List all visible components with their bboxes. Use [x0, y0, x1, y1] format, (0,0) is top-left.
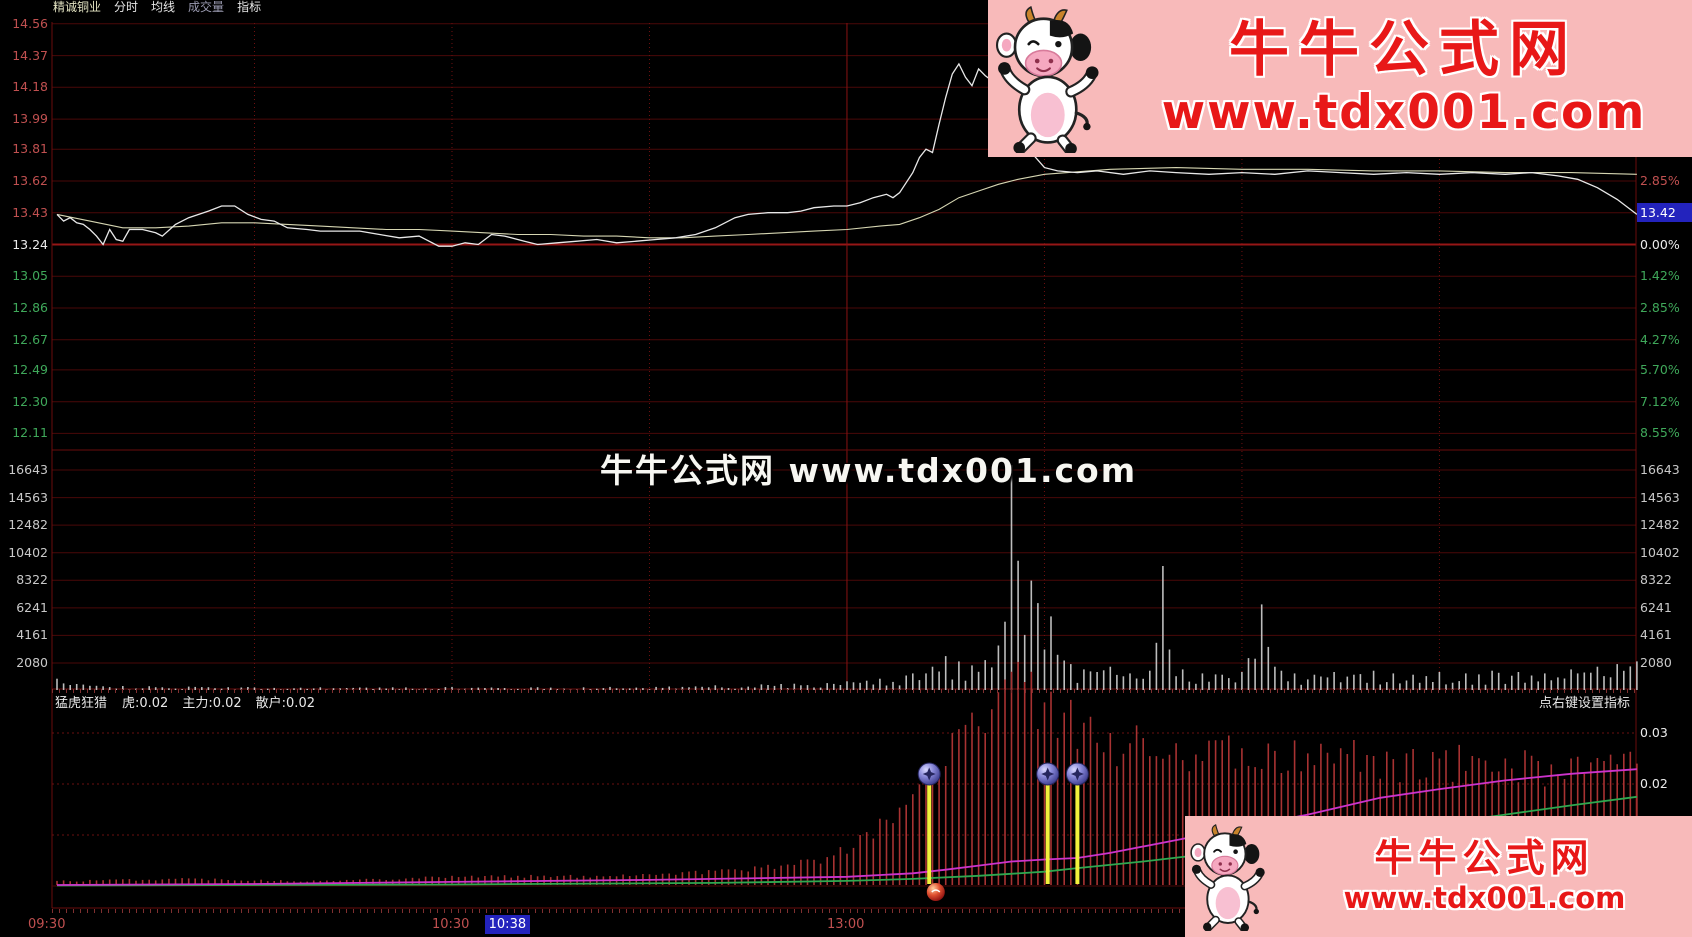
menu-item-minute-chart[interactable]: 分时	[114, 0, 139, 14]
time-axis-label: 13:00	[826, 917, 865, 932]
indicator-param: 虎:0.02	[122, 696, 169, 711]
time-axis-label: 10:30	[431, 917, 470, 932]
percent-axis-label: 5.70%	[1640, 362, 1680, 377]
banner-site-name: 牛牛公式网	[1229, 15, 1579, 86]
price-axis-label: 14.56	[12, 16, 48, 31]
volume-axis-label: 2080	[1640, 655, 1672, 670]
price-axis-label: 14.18	[12, 79, 48, 94]
volume-axis-label: 10402	[1640, 545, 1680, 560]
menu-item-indicator[interactable]: 指标	[237, 0, 262, 14]
volume-axis-label: 12482	[1640, 517, 1680, 532]
indicator-header[interactable]: 猛虎狂猎 虎:0.02 主力:0.02 散户:0.02 点右键设置指标	[0, 694, 1692, 713]
price-axis-label: 12.11	[12, 425, 48, 440]
volume-axis-label: 16643	[8, 462, 48, 477]
banner-site-url: www.tdx001.com	[1343, 881, 1626, 916]
percent-axis-label: 2.85%	[1640, 173, 1680, 188]
cow-mascot-icon	[988, 5, 1116, 153]
volume-axis-label: 2080	[16, 655, 48, 670]
percent-axis-label: 7.12%	[1640, 394, 1680, 409]
time-axis-label: 09:30	[28, 917, 66, 932]
time-axis: 09:30 10:30 10:38 13:00	[0, 913, 1692, 937]
indicator-hint: 点右键设置指标	[1538, 696, 1630, 711]
price-axis-label: 13.43	[12, 205, 48, 220]
indicator-param: 主力:0.02	[182, 696, 242, 711]
percent-axis-label: 4.27%	[1640, 332, 1680, 347]
banner-site-url: www.tdx001.com	[1161, 85, 1647, 141]
percent-axis-label: 8.55%	[1640, 425, 1680, 440]
stock-name: 精诚铜业	[53, 0, 102, 14]
center-watermark-text: 牛牛公式网 www.tdx001.com	[600, 451, 1138, 490]
percent-axis-label: 0.00%	[1640, 237, 1680, 252]
watermark-banner-top: 牛牛公式网 www.tdx001.com	[988, 0, 1692, 157]
price-axis-label: 14.37	[12, 48, 48, 63]
menu-item-average-line[interactable]: 均线	[151, 0, 176, 14]
menu-item-volume[interactable]: 成交量	[188, 0, 225, 14]
volume-axis-label: 6241	[16, 600, 48, 615]
volume-axis-label: 4161	[16, 627, 48, 642]
price-axis-label: 12.49	[12, 362, 48, 377]
price-axis-label: 12.30	[12, 394, 48, 409]
price-axis-label: 13.99	[12, 111, 48, 126]
volume-axis-label: 14563	[1640, 490, 1680, 505]
time-axis-ruler	[52, 909, 1636, 913]
price-axis-label: 13.05	[12, 268, 48, 283]
current-price-tag: 13.42	[1637, 203, 1692, 222]
volume-axis-label: 10402	[8, 545, 48, 560]
volume-axis-label: 12482	[8, 517, 48, 532]
indicator-axis-label: 0.03	[1640, 725, 1668, 740]
cow-mascot-icon	[1185, 823, 1277, 931]
indicator-title: 猛虎狂猎	[55, 696, 108, 711]
percent-axis-label: 1.42%	[1640, 268, 1680, 283]
volume-axis-label: 14563	[8, 490, 48, 505]
volume-axis-label: 16643	[1640, 462, 1680, 477]
price-axis-label: 12.86	[12, 300, 48, 315]
menu-bar: 精诚铜业 分时 均线 成交量 指标	[53, 0, 261, 14]
percent-axis-label: 2.85%	[1640, 300, 1680, 315]
price-axis-label: 13.24	[12, 237, 48, 252]
volume-axis-label: 4161	[1640, 627, 1672, 642]
indicator-params: 虎:0.02 主力:0.02 散户:0.02	[122, 694, 315, 713]
price-axis-label: 13.81	[12, 141, 48, 156]
price-axis-label: 12.67	[12, 332, 48, 347]
banner-site-name: 牛牛公式网	[1374, 836, 1595, 881]
crosshair-time-tag: 10:38	[484, 915, 531, 934]
volume-axis-label: 8322	[16, 572, 48, 587]
indicator-axis-label: 0.02	[1640, 776, 1668, 791]
watermark-banner-bottom: 牛牛公式网 www.tdx001.com	[1185, 816, 1692, 937]
price-axis-label: 13.62	[12, 173, 48, 188]
indicator-top-ruler	[52, 689, 1636, 693]
volume-axis-label: 6241	[1640, 600, 1672, 615]
volume-axis-label: 8322	[1640, 572, 1672, 587]
indicator-param: 散户:0.02	[255, 696, 315, 711]
